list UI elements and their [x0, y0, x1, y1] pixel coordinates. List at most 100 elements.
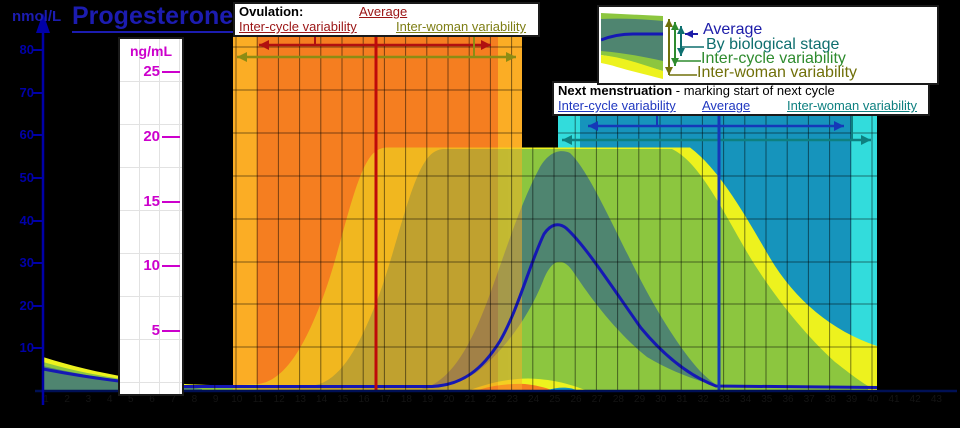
x-axis-tick-label: 4: [106, 394, 113, 405]
x-axis-tick-label: 10: [231, 394, 243, 405]
next-menstruation-subtitle: - marking start of next cycle: [672, 83, 835, 98]
arrowhead-icon: [665, 19, 673, 27]
ngml-tick-label: 10: [143, 257, 160, 274]
arrowhead-icon: [834, 121, 844, 131]
arrowhead-icon: [665, 67, 673, 75]
biological-stage-band-tail: [43, 366, 202, 390]
arrowhead-icon: [259, 40, 269, 50]
x-axis-tick-label: 22: [485, 394, 497, 405]
x-axis-tick-label: 28: [612, 394, 624, 405]
x-axis-tick-label: 38: [824, 394, 836, 405]
ngml-tick-label: 5: [151, 322, 160, 339]
legend-biological-stage-band: [601, 18, 663, 61]
x-axis-tick-label: 18: [400, 394, 412, 405]
x-axis-tick-label: 1: [43, 394, 49, 405]
legend-box: Average By biological stage Inter-cycle …: [597, 5, 939, 85]
ngml-tick-label: 20: [143, 128, 160, 145]
arrowhead-icon: [671, 58, 679, 66]
ngml-tick-mark: [162, 265, 180, 267]
y-axis-arrow-icon: [36, 13, 50, 33]
x-axis-tick-label: 30: [655, 394, 667, 405]
x-axis-tick-label: 7: [170, 394, 176, 405]
ngml-scale-panel: ng/mL 25 20 15 10 5: [118, 37, 184, 396]
y-axis-tick-label: 20: [19, 298, 34, 313]
arrowhead-icon: [237, 52, 247, 62]
legend-by-biological-stage-label: By biological stage: [706, 36, 840, 53]
x-axis-tick-label: 19: [422, 394, 434, 405]
legend-range-arrows-icon: [665, 19, 704, 76]
y-axis-tick-label: 70: [19, 85, 34, 100]
arrowhead-icon: [677, 26, 685, 34]
arrowhead-icon: [685, 30, 693, 38]
x-axis-tick-label: 35: [761, 394, 773, 405]
x-axis-tick-label: 8: [191, 394, 198, 405]
x-axis-tick-label: 2: [64, 394, 70, 405]
next-inter-cycle-label: Inter-cycle variability: [558, 98, 676, 113]
ngml-tick-mark: [162, 136, 180, 138]
x-axis-tick-label: 42: [909, 394, 921, 405]
legend-mini-chart: [601, 13, 704, 79]
x-axis-tick-label: 34: [740, 394, 752, 405]
x-axis-tick-label: 41: [888, 394, 900, 405]
legend-inter-woman-band: [601, 55, 663, 79]
x-axis-tick-label: 6: [149, 394, 155, 405]
ngml-tick-mark: [162, 71, 180, 73]
x-axis-tick-label: 17: [379, 394, 391, 405]
arrowhead-icon: [562, 135, 572, 145]
x-axis-tick-label: 27: [591, 394, 603, 405]
y-axis-tick-label: 50: [19, 170, 34, 185]
x-axis-tick-label: 13: [294, 394, 306, 405]
x-axis-tick-label: 23: [506, 394, 518, 405]
x-axis-tick-label: 3: [85, 394, 92, 405]
next-menstruation-title: Next menstruation: [558, 83, 673, 98]
y-axis-tick-label: 10: [19, 340, 34, 355]
ovulation-average-label: Average: [359, 4, 408, 19]
y-axis-tick-label: 40: [19, 213, 34, 228]
x-axis-tick-label: 21: [464, 394, 476, 405]
x-axis-tick-label: 24: [528, 394, 540, 405]
legend-inter-woman-label: Inter-woman variability: [697, 64, 858, 81]
legend-average-line: [601, 32, 663, 42]
x-axis-tick-label: 15: [337, 394, 349, 405]
x-axis-tick-label: 25: [549, 394, 561, 405]
x-axis-tick-label: 36: [782, 394, 794, 405]
y-axis-unit-nmol: nmol/L: [12, 8, 62, 25]
ovulation-inter-cycle-label: Inter-cycle variability: [239, 19, 357, 34]
legend-average-label: Average: [703, 21, 763, 38]
x-axis-tick-label: 37: [803, 394, 815, 405]
ngml-tick-mark: [162, 330, 180, 332]
x-axis-tick-label: 9: [212, 394, 219, 405]
ovulation-annotation-box: Ovulation: Average Inter-cycle variabili…: [233, 2, 540, 37]
y-axis-tick-marks: [33, 49, 44, 349]
next-inter-woman-label: Inter-woman variability: [787, 98, 918, 113]
ngml-tick-label: 15: [143, 193, 160, 210]
next-average-label: Average: [702, 98, 751, 113]
next-menstruation-annotation-box: Next menstruation - marking start of nex…: [552, 81, 930, 116]
ngml-tick-label: 25: [143, 63, 160, 80]
ovulation-title: Ovulation:: [239, 4, 304, 19]
x-axis-tick-label: 29: [634, 394, 646, 405]
legend-inter-cycle-label: Inter-cycle variability: [701, 50, 846, 67]
x-axis-tick-label: 5: [128, 394, 134, 405]
x-axis-tick-label: 39: [846, 394, 858, 405]
arrowhead-icon: [506, 52, 516, 62]
x-axis-tick-label: 12: [273, 394, 285, 405]
arrowhead-icon: [481, 40, 491, 50]
arrowhead-icon: [861, 135, 871, 145]
x-axis-tick-label: 14: [316, 394, 328, 405]
arrowhead-icon: [677, 48, 685, 56]
y-axis-tick-label: 60: [19, 127, 34, 142]
next-ovulation-teal-wisp: [548, 387, 576, 390]
x-axis-tick-label: 33: [718, 394, 730, 405]
x-axis-tick-label: 16: [358, 394, 370, 405]
x-axis-tick-label: 11: [252, 394, 264, 405]
x-axis-tick-label: 32: [697, 394, 709, 405]
ovulation-inter-woman-label: Inter-woman variability: [396, 19, 527, 34]
x-axis-tick-label: 43: [930, 394, 942, 405]
arrowhead-icon: [671, 22, 679, 30]
x-axis-tick-label: 31: [676, 394, 688, 405]
x-axis-tick-label: 40: [867, 394, 879, 405]
y-axis-unit-ngml: ng/mL: [130, 43, 172, 59]
